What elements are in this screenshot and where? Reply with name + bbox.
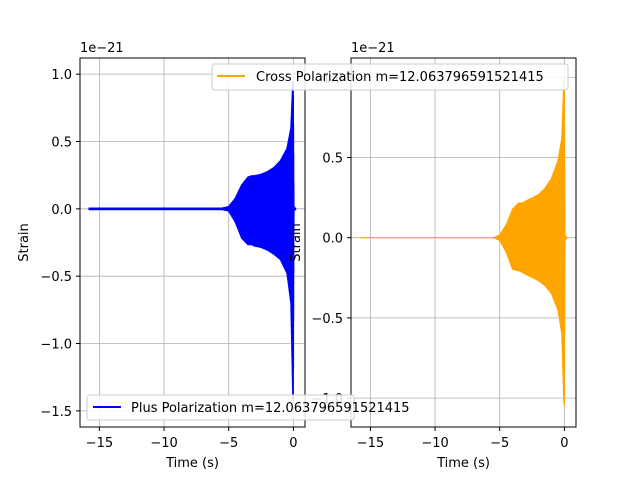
series (88, 81, 297, 404)
plus-polarization-legend: Plus Polarization m=12.063796591521415 (86, 394, 410, 421)
x-tick-label: −10 (421, 436, 448, 451)
y-axis-label: Strain (17, 223, 32, 262)
x-tick-label: −15 (357, 436, 384, 451)
axes-frame (79, 57, 306, 428)
ticks: −15 −10 −5 0 −1.5 −1.0 −0.5 0.0 0.5 1.0 (40, 68, 297, 451)
y-tick-label: 0.0 (51, 203, 72, 218)
series-line (360, 77, 568, 406)
plus-polarization-subplot: −15 −10 −5 0 −1.5 −1.0 −0.5 0.0 0.5 1.0 1e−21 Tim… (17, 41, 306, 471)
x-tick-label: −15 (86, 436, 113, 451)
x-tick-label: −5 (219, 436, 238, 451)
x-tick-label: −10 (150, 436, 177, 451)
y-tick-label: −0.5 (311, 312, 343, 327)
y-tick-label: −0.5 (40, 270, 72, 285)
x-axis-label: Time (s) (165, 456, 219, 471)
y-tick-label: 0.5 (322, 151, 343, 166)
y-tick-label: 0.5 (51, 135, 72, 150)
x-axis-label: Time (s) (436, 456, 490, 471)
y-offset-label: 1e−21 (80, 41, 124, 56)
y-axis-label: Strain (289, 223, 304, 262)
axes-frame (350, 57, 577, 428)
legend-label: Cross Polarization m=12.063796591521415 (256, 70, 544, 85)
y-offset-label: 1e−21 (351, 41, 395, 56)
legend-box (211, 63, 569, 91)
y-tick-label: −1.0 (40, 338, 72, 353)
legend-box (86, 394, 355, 421)
x-tick-label: 0 (289, 436, 297, 451)
series-line (88, 81, 297, 404)
x-tick-label: −5 (490, 436, 509, 451)
y-tick-label: −1.5 (40, 405, 72, 420)
y-tick-label: 1.0 (51, 68, 72, 83)
x-tick-label: 0 (560, 436, 568, 451)
y-tick-label: 0.0 (322, 232, 343, 247)
cross-polarization-legend: Cross Polarization m=12.063796591521415 (211, 63, 569, 91)
legend-label: Plus Polarization m=12.063796591521415 (131, 401, 410, 416)
series (360, 77, 568, 406)
